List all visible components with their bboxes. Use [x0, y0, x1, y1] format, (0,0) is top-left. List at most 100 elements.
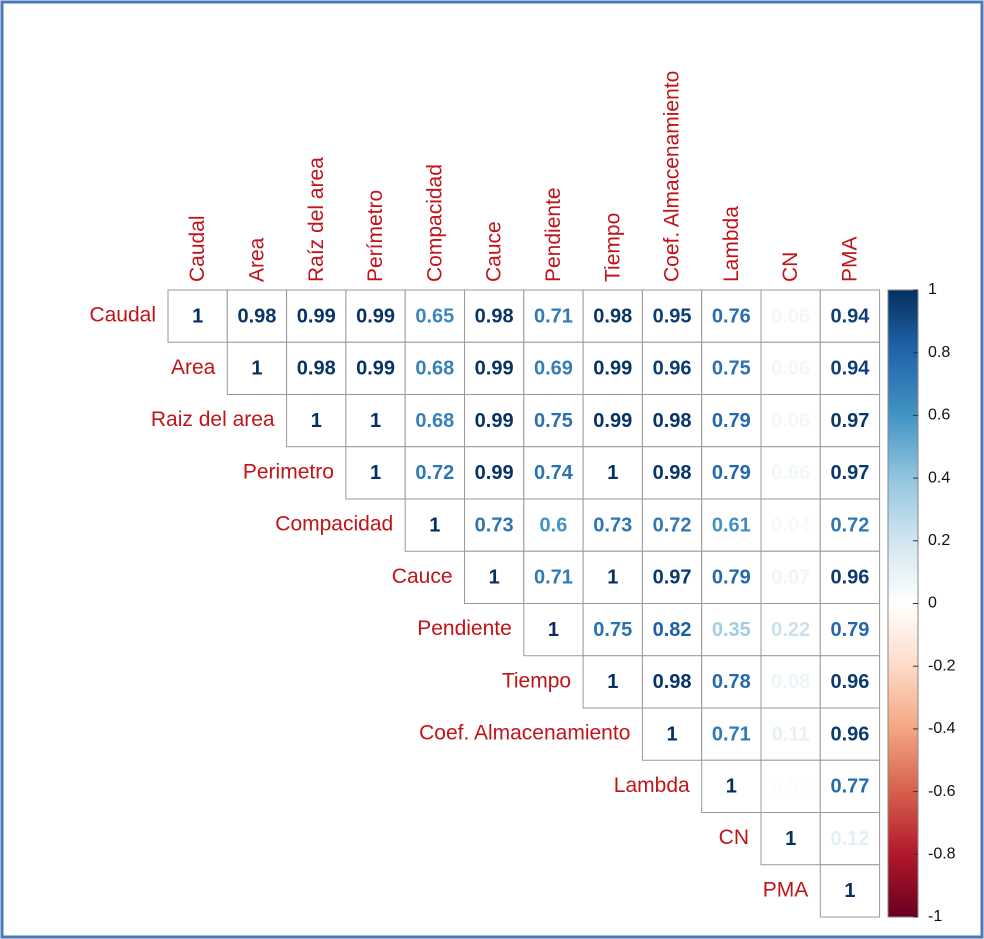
cell	[464, 394, 525, 448]
cell-value: 0.96	[830, 567, 869, 589]
cell	[464, 341, 525, 395]
cell-value: 0.97	[830, 462, 869, 484]
cell	[760, 707, 821, 761]
column-label: Area	[245, 237, 268, 282]
tick-label: -0.4	[928, 720, 956, 737]
cell	[760, 655, 821, 709]
cell	[641, 498, 703, 552]
row-label: Compacidad	[275, 513, 393, 536]
cell-value: 1	[251, 358, 262, 380]
cell	[464, 446, 525, 500]
cell	[701, 550, 762, 604]
column-label: Cauce	[483, 221, 506, 282]
cell	[819, 864, 881, 918]
cell	[641, 289, 703, 343]
cell-value: 0.99	[297, 305, 336, 327]
cell-value: 0.77	[830, 776, 869, 798]
cell-value: 0.96	[653, 358, 692, 380]
cell-value: 0.97	[653, 567, 692, 589]
cell	[582, 341, 643, 395]
cell	[226, 341, 288, 395]
column-label: CN	[779, 252, 802, 282]
cell-value: 1	[844, 880, 855, 902]
cell	[523, 394, 584, 448]
cell-value: 0.98	[237, 305, 276, 327]
row-label: Coef. Almacenamiento	[419, 722, 630, 745]
cell	[523, 550, 584, 604]
row-label: Tiempo	[502, 669, 571, 692]
cell-value: 0.02	[771, 776, 810, 798]
cell-value: 1	[370, 410, 381, 432]
cell-value: 0.08	[771, 671, 810, 693]
cell	[523, 341, 584, 395]
cell-value: 0.69	[534, 358, 573, 380]
cell-value: 0.96	[830, 723, 869, 745]
tick-label: 0.6	[928, 407, 950, 424]
cell-value: 0.76	[712, 305, 751, 327]
cell-value: 1	[666, 723, 677, 745]
cell-value: 0.04	[771, 514, 811, 536]
cell	[523, 289, 584, 343]
column-label: Pendiente	[542, 187, 565, 282]
cell-value: 0.75	[534, 410, 573, 432]
cell	[404, 341, 466, 395]
cell-value: 0.78	[712, 671, 751, 693]
cell-value: 0.98	[297, 358, 336, 380]
cell	[582, 550, 643, 604]
cell	[464, 498, 525, 552]
cell	[641, 655, 703, 709]
cell	[819, 812, 881, 866]
tick-label: 0.2	[928, 532, 950, 549]
cell-value: 0.72	[830, 514, 869, 536]
cell-value: 1	[192, 305, 203, 327]
cell-value: 1	[548, 619, 559, 641]
cell-value: 0.99	[593, 358, 632, 380]
row-label: Area	[171, 356, 216, 379]
cell-value: 0.06	[771, 358, 810, 380]
cell-value: 0.79	[712, 410, 751, 432]
tick-label: -0.6	[928, 783, 956, 800]
cell-value: 0.68	[415, 358, 454, 380]
cell-value: 0.98	[475, 305, 514, 327]
cell	[760, 289, 821, 343]
column-label: Coef. Almacenamiento	[661, 71, 684, 282]
cell-value: 0.98	[653, 671, 692, 693]
cell	[345, 341, 406, 395]
tick-label: -0.8	[928, 846, 956, 863]
cell-value: 0.99	[475, 410, 514, 432]
cell-value: 0.99	[475, 462, 514, 484]
cell	[582, 446, 643, 500]
column-label: Tiempo	[601, 213, 624, 282]
cell-value: 1	[489, 567, 500, 589]
cell	[701, 759, 762, 813]
row-label: CN	[719, 826, 749, 849]
cell	[641, 341, 703, 395]
cell	[819, 603, 881, 657]
cell-value: 1	[370, 462, 381, 484]
tick-label: -1	[928, 908, 942, 925]
cell-value: 0.99	[356, 305, 395, 327]
cell	[701, 498, 762, 552]
column-label: PMA	[838, 236, 861, 282]
cell-value: 0.22	[771, 619, 810, 641]
cell-value: 0.6	[540, 514, 568, 536]
cell-value: 0.06	[771, 305, 810, 327]
cell	[819, 759, 881, 813]
cell-value: 1	[726, 776, 737, 798]
cell-value: 0.65	[415, 305, 454, 327]
cell	[226, 289, 288, 343]
cell	[641, 550, 703, 604]
column-label: Perímetro	[364, 190, 387, 282]
cell-value: 0.79	[712, 462, 751, 484]
row-label: Lambda	[614, 774, 690, 797]
cell-value: 0.71	[534, 305, 573, 327]
cell-value: 0.35	[712, 619, 751, 641]
row-label: Raiz del area	[151, 408, 275, 431]
cell-value: 0.99	[593, 410, 632, 432]
cell	[523, 603, 584, 657]
cell-value: 0.82	[653, 619, 692, 641]
cell-value: 0.71	[712, 723, 751, 745]
cell-value: 1	[311, 410, 322, 432]
tick-label: 0.8	[928, 344, 950, 361]
cell	[167, 289, 228, 343]
